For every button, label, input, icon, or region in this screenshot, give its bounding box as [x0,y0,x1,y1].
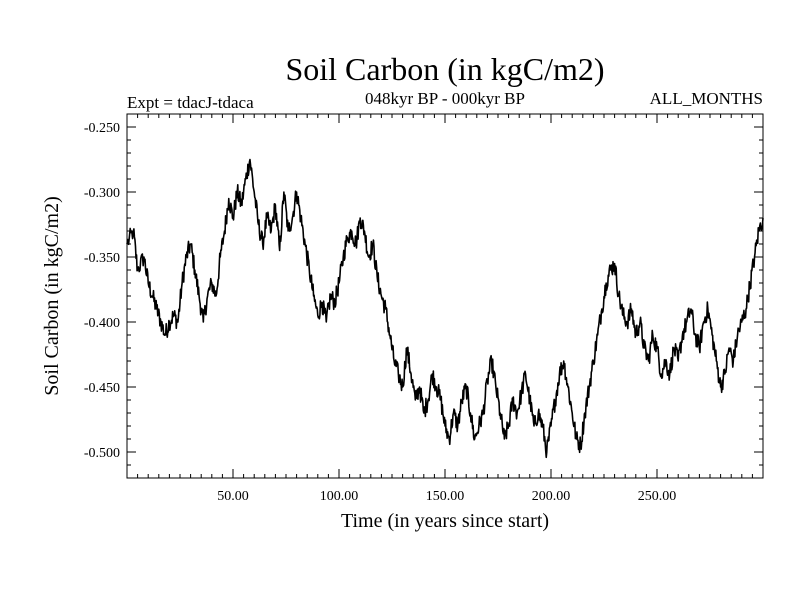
y-tick-label: -0.250 [84,121,120,136]
y-tick-label: -0.300 [84,186,120,201]
y-tick-label: -0.350 [84,251,120,266]
plot-frame [126,113,764,479]
x-tick-label: 150.00 [426,489,465,504]
x-tick-label: 50.00 [217,489,249,504]
months-label: ALL_MONTHS [650,89,763,108]
x-tick-label: 200.00 [532,489,571,504]
y-tick-label: -0.500 [84,446,120,461]
chart-title: Soil Carbon (in kgC/m2) [285,51,604,87]
series-layer [126,158,764,459]
x-tick-label: 250.00 [638,489,677,504]
x-axis-label: Time (in years since start) [341,510,549,532]
y-tick-label: -0.450 [84,381,120,396]
x-tick-label: 100.00 [320,489,359,504]
y-tick-label: -0.400 [84,316,120,331]
tick-labels: 50.00 100.00 150.00 200.00 250.00 -0.250 -0.30… [84,121,676,504]
series-line-soil-carbon [126,158,764,459]
y-axis-label: Soil Carbon (in kgC/m2) [41,196,63,395]
chart-subtitle: 048kyr BP - 000kyr BP [365,89,525,108]
experiment-label: Expt = tdacJ-tdaca [127,93,254,112]
